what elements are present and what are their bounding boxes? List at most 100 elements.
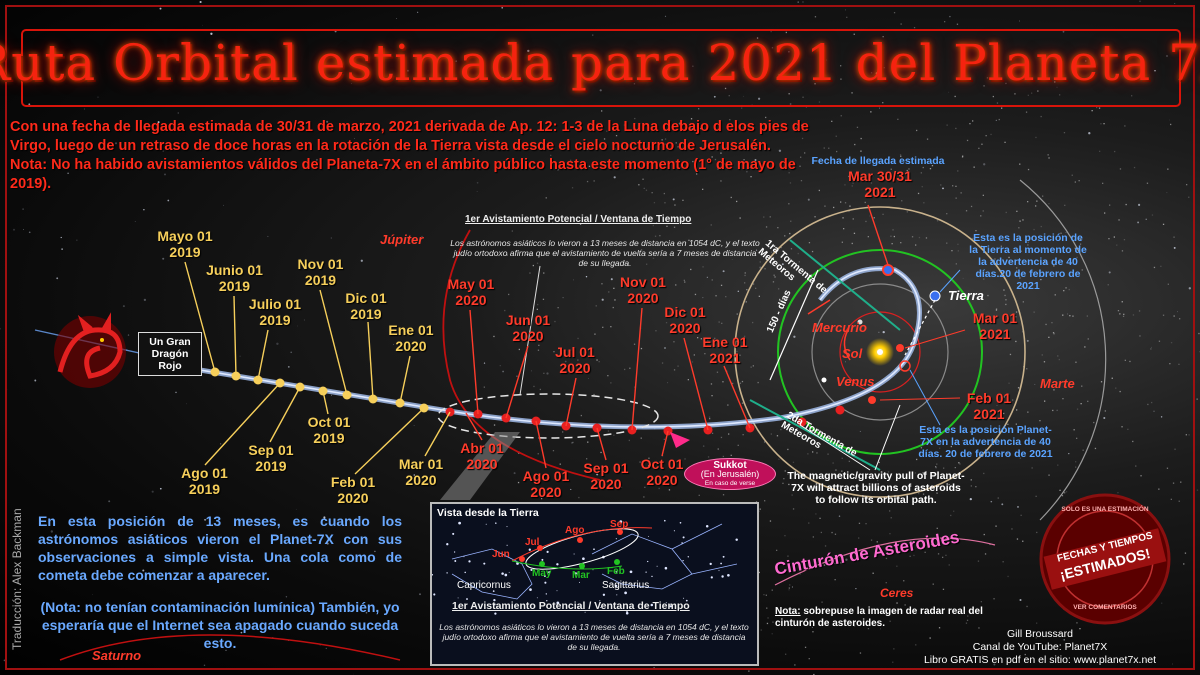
asteroid xyxy=(984,553,987,555)
asteroid xyxy=(792,162,795,164)
asteroid xyxy=(1119,168,1122,170)
asteroid xyxy=(1151,214,1154,216)
star xyxy=(788,589,790,591)
asteroid xyxy=(634,386,636,388)
asteroid xyxy=(607,430,610,432)
asteroid xyxy=(1008,256,1010,259)
asteroid xyxy=(827,453,829,455)
star xyxy=(419,593,421,596)
asteroid xyxy=(579,223,582,225)
asteroid xyxy=(773,274,775,276)
asteroid xyxy=(929,168,932,170)
asteroid xyxy=(800,156,802,158)
asteroid xyxy=(1063,132,1066,134)
star xyxy=(737,290,740,293)
asteroid xyxy=(776,549,778,551)
asteroid xyxy=(981,655,984,657)
belt-arc xyxy=(774,537,996,586)
asteroid xyxy=(537,349,540,351)
asteroid xyxy=(506,254,508,256)
asteroid xyxy=(750,176,752,178)
asteroid xyxy=(720,180,722,182)
inset-month-sep: Sep xyxy=(610,519,629,530)
date-leader-line xyxy=(505,345,529,419)
asteroid xyxy=(754,147,756,149)
inset-star xyxy=(485,523,487,525)
asteroid xyxy=(1003,289,1005,291)
asteroid xyxy=(812,478,815,481)
inset-star xyxy=(493,603,496,606)
star xyxy=(954,467,956,468)
asteroid xyxy=(962,440,964,442)
inset-star xyxy=(573,553,575,555)
star xyxy=(878,107,880,109)
inset-star xyxy=(506,544,508,546)
star xyxy=(935,467,937,469)
asteroid xyxy=(1167,283,1169,285)
sukkot-name: Sukkot xyxy=(713,460,747,471)
star xyxy=(220,443,222,445)
asteroid xyxy=(748,670,750,672)
asteroid xyxy=(823,564,826,566)
star xyxy=(1166,192,1168,194)
date-2019-jul: Julio 01 2019 xyxy=(248,296,302,328)
asteroid xyxy=(1087,400,1089,402)
asteroid xyxy=(783,478,785,480)
asteroid xyxy=(889,510,891,512)
asteroid xyxy=(804,646,807,648)
star xyxy=(778,149,782,152)
asteroid xyxy=(545,197,547,199)
asteroid xyxy=(1027,427,1029,430)
star xyxy=(633,284,635,286)
asteroid xyxy=(909,555,911,557)
asteroid xyxy=(780,428,782,431)
star xyxy=(580,69,582,72)
star xyxy=(1161,602,1163,604)
star xyxy=(203,536,205,539)
asteroid xyxy=(925,237,928,239)
asteroid xyxy=(1035,495,1037,497)
asteroid xyxy=(673,226,676,228)
asteroid xyxy=(791,494,793,496)
star xyxy=(483,362,486,364)
star xyxy=(869,215,871,217)
star xyxy=(210,32,213,35)
asteroid xyxy=(606,130,608,132)
star xyxy=(1068,452,1070,455)
star xyxy=(667,382,669,384)
star xyxy=(134,221,136,222)
asteroid xyxy=(867,628,870,630)
asteroid xyxy=(788,203,790,205)
asteroid xyxy=(596,359,598,361)
asteroid xyxy=(663,192,665,195)
asteroid xyxy=(802,96,804,98)
asteroid xyxy=(787,473,789,475)
asteroid xyxy=(840,562,842,564)
asteroid xyxy=(1026,605,1028,608)
radar-note: Nota: sobrepuse la imagen de radar real … xyxy=(775,606,985,630)
asteroid xyxy=(746,289,748,291)
asteroid xyxy=(729,119,731,121)
asteroid xyxy=(1076,437,1078,439)
asteroid xyxy=(645,189,648,191)
asteroid xyxy=(961,156,964,158)
star xyxy=(326,542,329,545)
asteroid xyxy=(737,346,739,348)
asteroid xyxy=(1059,632,1061,635)
asteroid xyxy=(900,242,902,244)
asteroid xyxy=(970,205,973,208)
asteroid xyxy=(945,554,947,556)
asteroid xyxy=(942,588,945,590)
sukkot-arrow xyxy=(670,432,690,448)
asteroid xyxy=(1018,227,1020,229)
asteroid xyxy=(821,601,823,603)
star xyxy=(756,249,758,251)
sighting-heading-top: 1er Avistamiento Potencial / Ventana de … xyxy=(465,214,692,225)
asteroid xyxy=(601,110,603,112)
arrival-date: Mar 30/31 2021 xyxy=(848,168,912,200)
asteroid xyxy=(1043,381,1045,383)
date-2020-feb: Feb 01 2020 xyxy=(330,474,376,506)
saturno-orbit xyxy=(59,634,401,661)
asteroid xyxy=(955,440,957,442)
